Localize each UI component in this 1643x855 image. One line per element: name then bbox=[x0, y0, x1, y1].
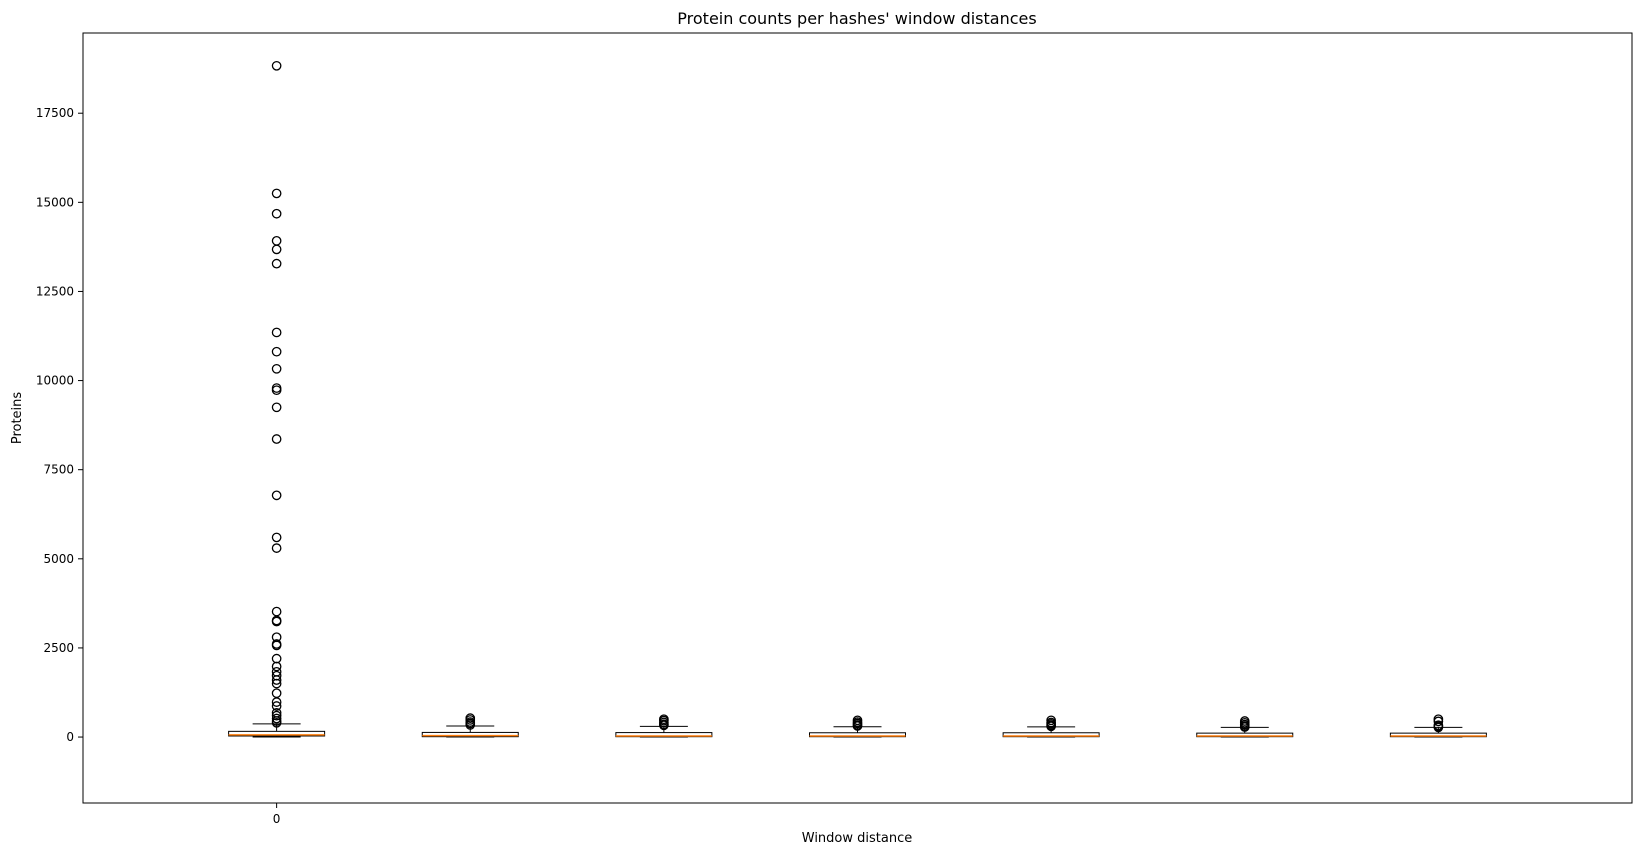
y-tick-label: 10000 bbox=[36, 374, 74, 388]
box-group bbox=[1196, 716, 1294, 738]
x-axis: 0 bbox=[273, 803, 281, 826]
iqr-box bbox=[228, 730, 326, 737]
plot-frame bbox=[82, 32, 1633, 804]
outlier-point bbox=[271, 327, 282, 338]
outlier-point bbox=[271, 235, 282, 246]
outlier-point bbox=[271, 675, 282, 685]
outlier-point bbox=[271, 363, 282, 374]
outlier-point bbox=[271, 490, 282, 501]
outlier-point bbox=[271, 678, 282, 689]
outlier-point bbox=[271, 244, 282, 255]
y-tick-label: 0 bbox=[66, 730, 74, 744]
box-group bbox=[615, 714, 713, 738]
box-group bbox=[228, 60, 326, 738]
outlier-point bbox=[271, 640, 282, 651]
outlier-point bbox=[271, 402, 282, 413]
outlier-point bbox=[271, 697, 282, 707]
chart-title: Protein counts per hashes' window distan… bbox=[677, 9, 1036, 28]
outlier-point bbox=[1433, 716, 1444, 727]
y-tick-label: 15000 bbox=[36, 195, 74, 209]
plot-area bbox=[228, 60, 1487, 738]
x-axis-label: Window distance bbox=[802, 831, 912, 846]
box-group bbox=[1002, 715, 1100, 738]
outlier-point bbox=[852, 721, 863, 731]
outlier-point bbox=[271, 532, 282, 543]
outlier-point bbox=[271, 688, 282, 699]
y-tick-label: 7500 bbox=[43, 463, 74, 477]
y-tick-label: 12500 bbox=[36, 284, 74, 298]
outlier-point bbox=[271, 258, 282, 269]
outlier-point bbox=[271, 661, 282, 672]
box-group bbox=[421, 713, 519, 738]
iqr-box bbox=[421, 731, 519, 738]
y-axis-label: Proteins bbox=[10, 392, 25, 445]
outlier-point bbox=[271, 385, 282, 396]
outlier-point bbox=[271, 60, 282, 71]
outlier-point bbox=[271, 713, 282, 724]
outlier-point bbox=[1239, 722, 1250, 732]
y-tick-label: 5000 bbox=[43, 552, 74, 566]
outlier-point bbox=[1433, 722, 1444, 733]
x-tick-label: 0 bbox=[273, 812, 281, 826]
box-group bbox=[809, 715, 906, 738]
outlier-point bbox=[271, 208, 282, 219]
outlier-point bbox=[1046, 721, 1056, 732]
outlier-point bbox=[271, 346, 282, 357]
y-tick-label: 2500 bbox=[43, 641, 74, 655]
outlier-point bbox=[271, 188, 282, 199]
outlier-point bbox=[271, 653, 282, 664]
outlier-point bbox=[465, 720, 476, 730]
outlier-point bbox=[271, 434, 282, 444]
outlier-point bbox=[271, 710, 282, 721]
outlier-point bbox=[271, 543, 282, 553]
outlier-point bbox=[271, 606, 282, 617]
box-group bbox=[1389, 714, 1487, 738]
outlier-point bbox=[659, 720, 669, 731]
outlier-point bbox=[271, 616, 282, 627]
y-tick-label: 17500 bbox=[36, 106, 74, 120]
y-axis: 0 2500 5000 7500 10000 12500 15000 17500 bbox=[36, 106, 83, 744]
outlier-point bbox=[271, 717, 282, 728]
outlier-point bbox=[271, 701, 282, 711]
